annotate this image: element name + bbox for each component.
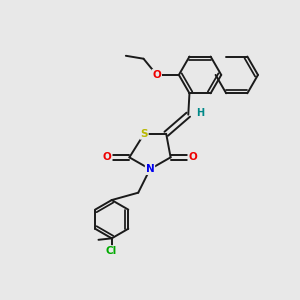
- Text: N: N: [146, 164, 154, 174]
- Text: S: S: [140, 129, 148, 139]
- Text: O: O: [188, 152, 197, 162]
- Text: O: O: [103, 152, 112, 162]
- Text: H: H: [196, 108, 205, 118]
- Text: O: O: [152, 70, 161, 80]
- Text: Cl: Cl: [106, 246, 117, 256]
